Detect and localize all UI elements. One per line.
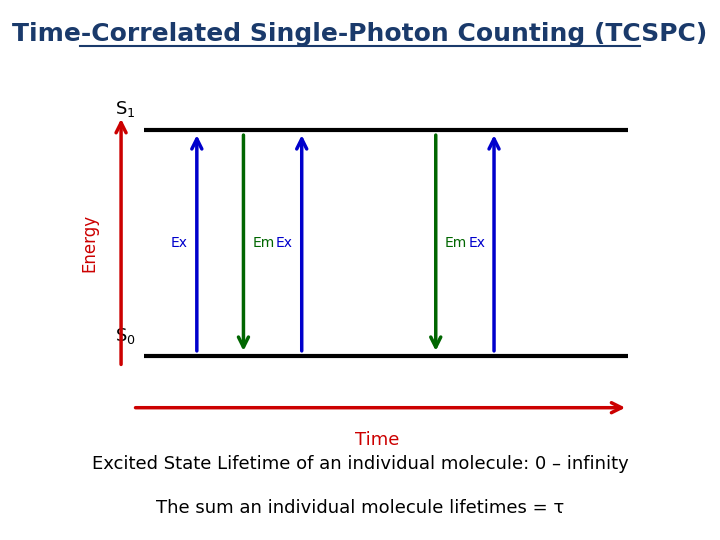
Text: Excited State Lifetime of an individual molecule: 0 – infinity: Excited State Lifetime of an individual … [91,455,629,474]
Text: Ex: Ex [171,236,188,250]
Text: Energy: Energy [80,214,98,272]
Text: Time-Correlated Single-Photon Counting (TCSPC): Time-Correlated Single-Photon Counting (… [12,22,708,45]
Text: Time: Time [355,431,400,449]
Text: Em: Em [252,236,274,250]
Text: S$_1$: S$_1$ [115,99,135,119]
Text: Ex: Ex [276,236,293,250]
Text: Em: Em [444,236,467,250]
Text: Ex: Ex [468,236,485,250]
Text: The sum an individual molecule lifetimes = τ: The sum an individual molecule lifetimes… [156,498,564,517]
Text: S$_0$: S$_0$ [114,326,135,346]
